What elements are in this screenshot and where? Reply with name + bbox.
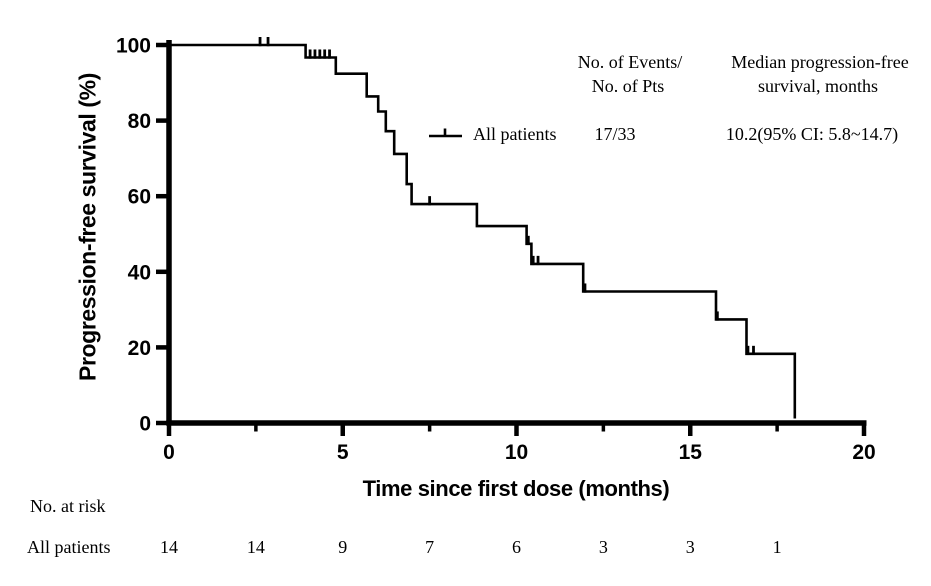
y-tick-label: 0 bbox=[139, 413, 151, 436]
at-risk-count: 7 bbox=[425, 537, 435, 557]
x-tick-label: 15 bbox=[679, 441, 703, 464]
legend-median-header-line2: survival, months bbox=[758, 76, 878, 96]
x-tick-label: 0 bbox=[163, 441, 175, 464]
x-axis-title: Time since first dose (months) bbox=[362, 476, 670, 501]
at-risk-counts-row: 14 14 9 7 6 3 3 1 bbox=[0, 537, 931, 565]
y-tick-label: 100 bbox=[116, 35, 151, 58]
y-tick-label: 60 bbox=[128, 186, 151, 209]
x-tick-label: 5 bbox=[337, 441, 349, 464]
at-risk-count: 1 bbox=[772, 537, 782, 557]
y-tick-label: 20 bbox=[128, 337, 151, 360]
at-risk-count: 3 bbox=[685, 537, 695, 557]
y-tick-label: 40 bbox=[128, 261, 151, 284]
legend-events-header-line1: No. of Events/ bbox=[577, 52, 683, 72]
at-risk-count: 9 bbox=[338, 537, 348, 557]
x-tick-label: 10 bbox=[505, 441, 528, 464]
at-risk-row-label: All patients bbox=[27, 537, 111, 557]
legend-events-header-line2: No. of Pts bbox=[591, 76, 665, 96]
at-risk-count: 14 bbox=[160, 537, 178, 557]
km-curve-all-patients bbox=[169, 43, 797, 419]
at-risk-count: 6 bbox=[512, 537, 521, 557]
at-risk-count: 14 bbox=[246, 537, 265, 557]
at-risk-count: 3 bbox=[598, 537, 608, 557]
legend-row-label: All patients bbox=[473, 124, 557, 144]
x-tick-label: 20 bbox=[852, 441, 875, 464]
legend-median-value: 10.2(95% CI: 5.8~14.7) bbox=[725, 124, 899, 144]
at-risk-title: No. at risk bbox=[30, 496, 106, 516]
legend-events-value: 17/33 bbox=[594, 124, 636, 144]
y-axis-title: Progression-free survival (%) bbox=[74, 73, 101, 381]
legend-key-icon bbox=[429, 128, 462, 138]
y-tick-label: 80 bbox=[128, 110, 151, 133]
legend-median-header-line1: Median progression-free bbox=[731, 52, 909, 72]
